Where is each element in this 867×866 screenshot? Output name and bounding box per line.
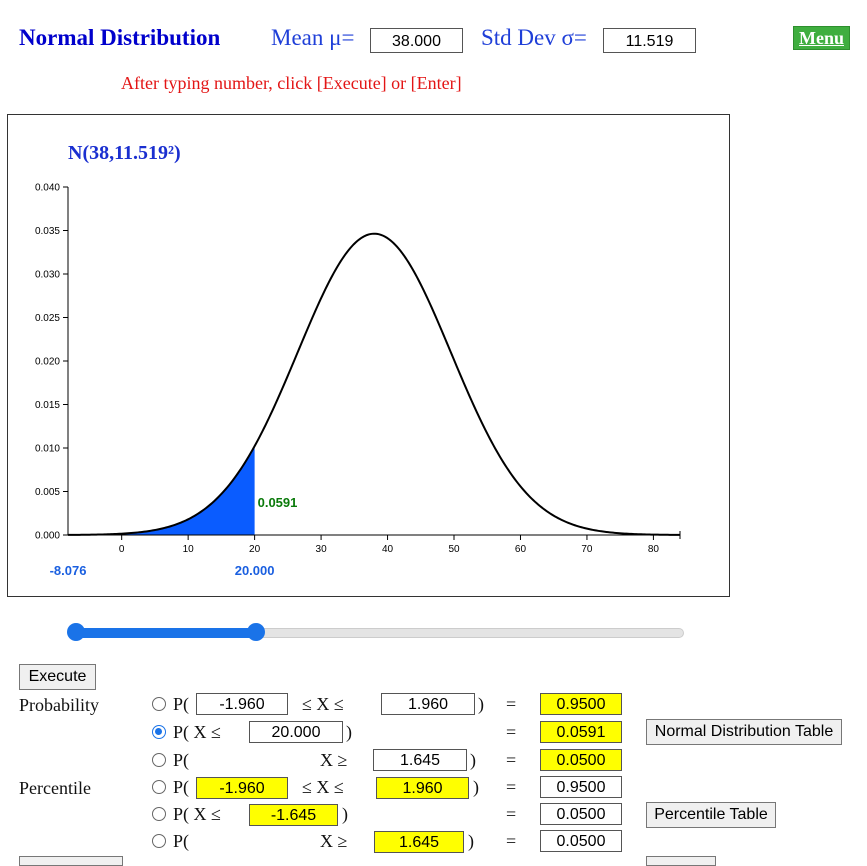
prob-between-lower-input[interactable]: -1.960: [196, 693, 288, 715]
execute-button[interactable]: Execute: [19, 664, 96, 690]
prob-greater-equals: =: [506, 750, 517, 770]
prob-less-input[interactable]: 20.000: [249, 721, 343, 743]
prob-less-prefix: P( X ≤: [173, 722, 221, 742]
y-tick-label: 0.010: [35, 444, 60, 455]
normal-distribution-chart: N(38,11.519²) 0.000 0.005 0.010 0.015 0.020 0…: [35, 142, 681, 578]
perc-less-equals: =: [506, 804, 517, 824]
sd-input[interactable]: 11.519: [603, 28, 696, 53]
percentile-label: Percentile: [19, 778, 91, 798]
bottom-right-button[interactable]: [646, 856, 716, 866]
probability-label: Probability: [19, 695, 99, 715]
range-slider-fill: [69, 628, 257, 638]
prob-less-radio[interactable]: [152, 725, 166, 739]
x-tick-label: 20: [249, 544, 261, 555]
perc-less-radio[interactable]: [152, 807, 166, 821]
y-tick-label: 0.040: [35, 183, 60, 194]
prob-less-equals: =: [506, 722, 517, 742]
perc-between-equals: =: [506, 777, 517, 797]
bottom-left-button[interactable]: [19, 856, 123, 866]
shaded-area: [68, 446, 255, 535]
prob-between-upper-input[interactable]: 1.960: [381, 693, 475, 715]
perc-greater-radio[interactable]: [152, 834, 166, 848]
perc-between-radio[interactable]: [152, 780, 166, 794]
y-tick-label: 0.025: [35, 313, 60, 324]
x-tick-label: 70: [581, 544, 593, 555]
perc-between-lower: -1.960: [196, 777, 288, 799]
perc-greater-op: X ≥: [320, 831, 348, 851]
x-tick-label: 30: [316, 544, 328, 555]
chart-title: N(38,11.519²): [68, 142, 181, 164]
perc-between-prefix: P(: [173, 777, 190, 797]
perc-less-close: ): [342, 804, 348, 824]
mean-input[interactable]: 38.000: [370, 28, 463, 53]
upper-bound-label: 20.000: [235, 563, 275, 578]
perc-greater-close: ): [468, 831, 474, 851]
mean-label: Mean μ=: [271, 25, 355, 50]
prob-between-close: ): [478, 694, 484, 714]
percentile-table-button[interactable]: Percentile Table: [646, 802, 776, 828]
x-tick-label: 10: [183, 544, 195, 555]
shaded-probability-label: 0.0591: [258, 495, 298, 510]
slider-thumb-high[interactable]: [246, 623, 265, 641]
prob-greater-prefix: P(: [173, 750, 190, 770]
perc-less-prob-input[interactable]: 0.0500: [540, 803, 622, 825]
y-tick-label: 0.015: [35, 400, 60, 411]
y-tick-label: 0.030: [35, 270, 60, 281]
y-tick-label: 0.000: [35, 531, 60, 542]
lower-bound-label: -8.076: [50, 563, 87, 578]
x-tick-label: 60: [515, 544, 527, 555]
x-tick-label: 80: [648, 544, 660, 555]
perc-less-prefix: P( X ≤: [173, 804, 221, 824]
range-slider-track[interactable]: [68, 628, 684, 638]
prob-greater-close: ): [470, 750, 476, 770]
prob-between-op: ≤ X ≤: [302, 694, 344, 714]
instruction-note: After typing number, click [Execute] or …: [121, 73, 462, 93]
perc-greater-equals: =: [506, 831, 517, 851]
menu-button[interactable]: Menu: [793, 26, 850, 50]
chart-frame: N(38,11.519²) 0.000 0.005 0.010 0.015 0.020 0…: [7, 114, 730, 597]
perc-greater-prefix: P(: [173, 831, 190, 851]
perc-between-prob-input[interactable]: 0.9500: [540, 776, 622, 798]
page-title: Normal Distribution: [19, 25, 221, 50]
x-tick-label: 0: [119, 544, 125, 555]
slider-thumb-low[interactable]: [67, 623, 85, 641]
prob-greater-radio[interactable]: [152, 753, 166, 767]
y-tick-label: 0.020: [35, 357, 60, 368]
prob-between-result: 0.9500: [540, 693, 622, 715]
perc-between-upper: 1.960: [376, 777, 469, 799]
y-tick-label: 0.005: [35, 487, 60, 498]
prob-less-result: 0.0591: [540, 721, 622, 743]
perc-between-op: ≤ X ≤: [302, 777, 344, 797]
prob-between-radio[interactable]: [152, 697, 166, 711]
prob-between-equals: =: [506, 694, 517, 714]
prob-greater-result: 0.0500: [540, 749, 622, 771]
perc-greater-prob-input[interactable]: 0.0500: [540, 830, 622, 852]
prob-greater-op: X ≥: [320, 750, 348, 770]
y-tick-label: 0.035: [35, 226, 60, 237]
perc-less-value: -1.645: [249, 804, 338, 826]
prob-between-prefix: P(: [173, 694, 190, 714]
perc-greater-value: 1.645: [374, 831, 464, 853]
prob-less-close: ): [346, 722, 352, 742]
sd-label: Std Dev σ=: [481, 25, 587, 50]
x-tick-label: 40: [382, 544, 394, 555]
perc-between-close: ): [473, 777, 479, 797]
x-tick-label: 50: [448, 544, 460, 555]
normal-distribution-table-button[interactable]: Normal Distribution Table: [646, 719, 842, 745]
prob-greater-input[interactable]: 1.645: [373, 749, 467, 771]
density-curve: [67, 232, 680, 536]
